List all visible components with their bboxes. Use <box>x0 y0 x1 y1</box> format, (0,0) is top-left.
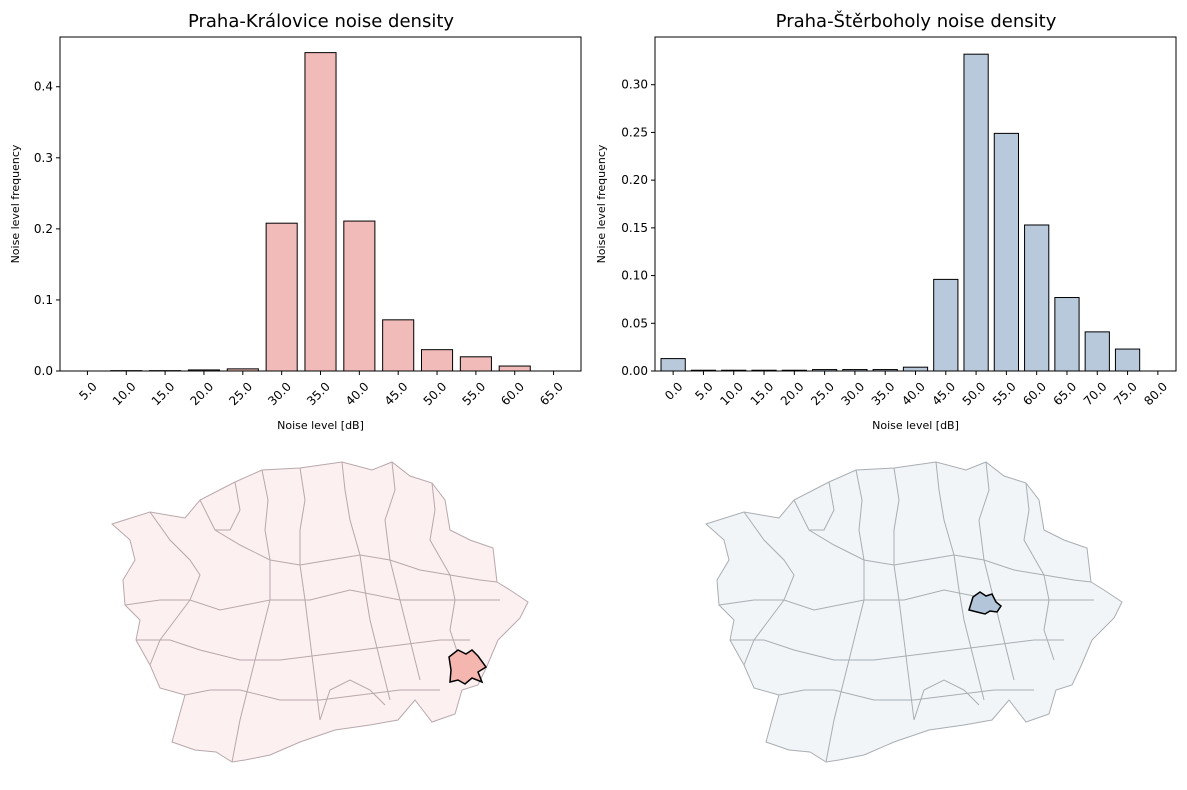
x-ticks: 0.0 5.0 10.0 15.0 20.0 25.0 30.0 35.0 40.0 45.0 50… <box>662 371 1170 408</box>
y-tick-label: 0.4 <box>34 80 53 94</box>
x-tick-label: 60.0 <box>1020 379 1049 408</box>
y-tick-label: 0.15 <box>621 221 648 235</box>
y-axis-label: Noise level frequency <box>9 144 22 263</box>
y-tick-label: 0.30 <box>621 78 648 92</box>
plot-frame <box>59 36 582 372</box>
bar-55.0 <box>993 132 1020 372</box>
x-tick-label: 35.0 <box>869 379 898 408</box>
bar-45.0 <box>382 319 415 372</box>
district-borders <box>124 461 500 763</box>
bar-0.0 <box>660 358 686 372</box>
bar-75.0 <box>1114 348 1141 372</box>
prague-outline <box>705 461 1123 763</box>
x-axis-label: Noise level [dB] <box>872 419 959 432</box>
bar-50.0 <box>963 53 989 372</box>
chart-sterboholy: Praha-Štěrboholy noise density 0.000.050… <box>595 10 1177 432</box>
x-tick-label: 75.0 <box>1111 379 1140 408</box>
chart-title: Praha-Štěrboholy noise density <box>776 10 1057 32</box>
y-tick-label: 0.20 <box>621 173 648 187</box>
x-tick-label: 30.0 <box>838 379 867 408</box>
bar-40.0 <box>343 220 376 372</box>
x-tick-label: 0.0 <box>662 379 685 402</box>
chart-kralovice: Praha-Královice noise density 0.00.10.20… <box>9 11 582 432</box>
bars <box>110 52 531 372</box>
map-sterboholy <box>705 461 1123 763</box>
x-tick-label: 5.0 <box>76 379 99 402</box>
x-tick-label: 65.0 <box>537 379 566 408</box>
y-tick-label: 0.3 <box>34 151 53 165</box>
x-tick-label: 10.0 <box>717 379 746 408</box>
y-ticks: 0.0 0.1 0.2 0.3 0.4 <box>34 80 60 378</box>
x-tick-label: 60.0 <box>498 379 527 408</box>
x-tick-label: 5.0 <box>692 379 715 402</box>
x-tick-label: 20.0 <box>778 379 807 408</box>
x-tick-label: 65.0 <box>1051 379 1080 408</box>
x-tick-label: 50.0 <box>421 379 450 408</box>
x-tick-label: 40.0 <box>899 379 928 408</box>
highlighted-district <box>968 591 1003 615</box>
y-tick-label: 0.10 <box>621 269 648 283</box>
bar-70.0 <box>1084 331 1110 372</box>
bar-30.0 <box>265 222 298 372</box>
x-tick-label: 15.0 <box>748 379 777 408</box>
plot-frame <box>654 36 1177 372</box>
x-tick-label: 45.0 <box>382 379 411 408</box>
bars <box>660 53 1141 372</box>
y-tick-label: 0.2 <box>34 222 53 236</box>
x-tick-label: 10.0 <box>110 379 139 408</box>
x-tick-label: 80.0 <box>1141 379 1170 408</box>
bar-45.0 <box>933 278 959 372</box>
x-axis-label: Noise level [dB] <box>277 419 364 432</box>
highlighted-district <box>448 649 488 685</box>
x-tick-label: 25.0 <box>226 379 255 408</box>
bar-35.0 <box>304 52 337 372</box>
y-tick-label: 0.25 <box>621 125 648 139</box>
x-tick-label: 45.0 <box>929 379 958 408</box>
x-tick-label: 25.0 <box>808 379 837 408</box>
chart-title: Praha-Královice noise density <box>188 11 454 32</box>
y-tick-label: 0.1 <box>34 293 53 307</box>
x-tick-label: 55.0 <box>990 379 1019 408</box>
x-tick-label: 15.0 <box>149 379 178 408</box>
x-tick-label: 55.0 <box>459 379 488 408</box>
bar-65.0 <box>1054 297 1080 372</box>
map-kralovice <box>111 461 529 763</box>
prague-outline <box>111 461 529 763</box>
bar-50.0 <box>421 349 454 372</box>
x-tick-label: 30.0 <box>265 379 294 408</box>
x-tick-label: 40.0 <box>343 379 372 408</box>
bar-60.0 <box>1024 224 1050 372</box>
x-tick-label: 35.0 <box>304 379 333 408</box>
x-tick-label: 20.0 <box>188 379 217 408</box>
y-tick-label: 0.05 <box>621 316 648 330</box>
x-tick-label: 50.0 <box>960 379 989 408</box>
bar-40.0 <box>902 366 929 372</box>
x-tick-label: 70.0 <box>1081 379 1110 408</box>
y-tick-label: 0.00 <box>621 364 648 378</box>
y-ticks: 0.00 0.05 0.10 0.15 0.20 0.25 0.30 <box>621 78 655 378</box>
y-tick-label: 0.0 <box>34 364 53 378</box>
bar-60.0 <box>498 365 531 372</box>
district-borders <box>718 461 1094 763</box>
bar-55.0 <box>459 356 492 372</box>
y-axis-label: Noise level frequency <box>595 144 608 263</box>
x-ticks: 5.0 10.0 15.0 20.0 25.0 30.0 35.0 40.0 45.0 50.0 5… <box>76 371 566 408</box>
